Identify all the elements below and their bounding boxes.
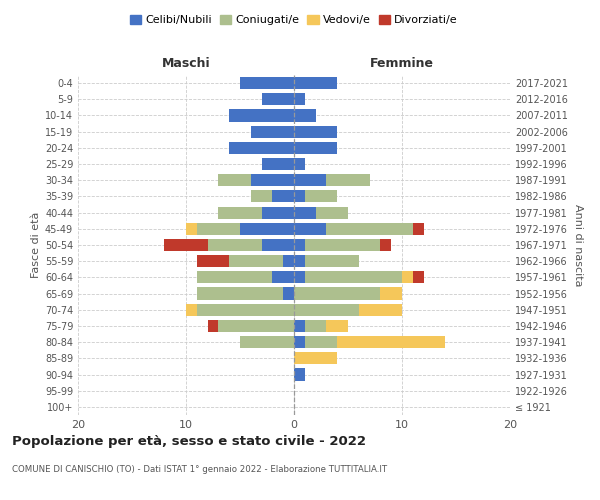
Bar bbox=[164, 239, 208, 251]
Bar bbox=[294, 110, 316, 122]
Bar bbox=[294, 158, 305, 170]
Bar bbox=[218, 206, 262, 218]
Bar bbox=[294, 239, 305, 251]
Bar bbox=[294, 174, 326, 186]
Bar bbox=[272, 190, 294, 202]
Bar bbox=[305, 320, 326, 332]
Bar bbox=[251, 174, 294, 186]
Bar bbox=[272, 272, 294, 283]
Bar bbox=[413, 222, 424, 235]
Bar bbox=[240, 336, 294, 348]
Bar bbox=[294, 368, 305, 380]
Bar bbox=[294, 336, 305, 348]
Bar bbox=[326, 320, 348, 332]
Y-axis label: Anni di nascita: Anni di nascita bbox=[574, 204, 583, 286]
Bar bbox=[294, 255, 305, 268]
Bar bbox=[305, 239, 380, 251]
Bar bbox=[305, 336, 337, 348]
Text: Maschi: Maschi bbox=[161, 57, 211, 70]
Text: COMUNE DI CANISCHIO (TO) - Dati ISTAT 1° gennaio 2022 - Elaborazione TUTTITALIA.: COMUNE DI CANISCHIO (TO) - Dati ISTAT 1°… bbox=[12, 465, 387, 474]
Text: Popolazione per età, sesso e stato civile - 2022: Popolazione per età, sesso e stato civil… bbox=[12, 435, 366, 448]
Bar bbox=[326, 222, 413, 235]
Bar bbox=[251, 190, 272, 202]
Bar bbox=[326, 174, 370, 186]
Bar bbox=[294, 222, 326, 235]
Bar bbox=[380, 288, 402, 300]
Bar bbox=[294, 288, 380, 300]
Bar bbox=[380, 239, 391, 251]
Bar bbox=[294, 206, 316, 218]
Bar bbox=[218, 174, 251, 186]
Bar bbox=[251, 126, 294, 138]
Bar bbox=[337, 336, 445, 348]
Bar bbox=[316, 206, 348, 218]
Bar bbox=[218, 320, 294, 332]
Bar bbox=[305, 255, 359, 268]
Bar bbox=[186, 304, 197, 316]
Bar bbox=[229, 142, 294, 154]
Bar bbox=[197, 255, 229, 268]
Bar bbox=[262, 93, 294, 106]
Bar bbox=[229, 110, 294, 122]
Bar bbox=[240, 222, 294, 235]
Text: Femmine: Femmine bbox=[370, 57, 434, 70]
Bar bbox=[294, 352, 337, 364]
Bar bbox=[413, 272, 424, 283]
Bar bbox=[240, 77, 294, 89]
Bar bbox=[197, 304, 294, 316]
Bar bbox=[305, 190, 337, 202]
Bar bbox=[229, 255, 283, 268]
Bar bbox=[197, 222, 240, 235]
Bar bbox=[294, 272, 305, 283]
Bar bbox=[294, 93, 305, 106]
Bar bbox=[283, 255, 294, 268]
Y-axis label: Fasce di età: Fasce di età bbox=[31, 212, 41, 278]
Bar bbox=[305, 272, 402, 283]
Bar bbox=[294, 142, 337, 154]
Bar bbox=[208, 320, 218, 332]
Bar bbox=[262, 239, 294, 251]
Bar bbox=[208, 239, 262, 251]
Bar bbox=[294, 126, 337, 138]
Bar bbox=[294, 77, 337, 89]
Bar bbox=[294, 190, 305, 202]
Bar bbox=[294, 320, 305, 332]
Bar bbox=[402, 272, 413, 283]
Legend: Celibi/Nubili, Coniugati/e, Vedovi/e, Divorziati/e: Celibi/Nubili, Coniugati/e, Vedovi/e, Di… bbox=[126, 10, 462, 30]
Bar bbox=[197, 288, 283, 300]
Bar bbox=[197, 272, 272, 283]
Bar bbox=[186, 222, 197, 235]
Bar bbox=[359, 304, 402, 316]
Bar bbox=[262, 158, 294, 170]
Bar bbox=[294, 304, 359, 316]
Bar bbox=[262, 206, 294, 218]
Bar bbox=[283, 288, 294, 300]
